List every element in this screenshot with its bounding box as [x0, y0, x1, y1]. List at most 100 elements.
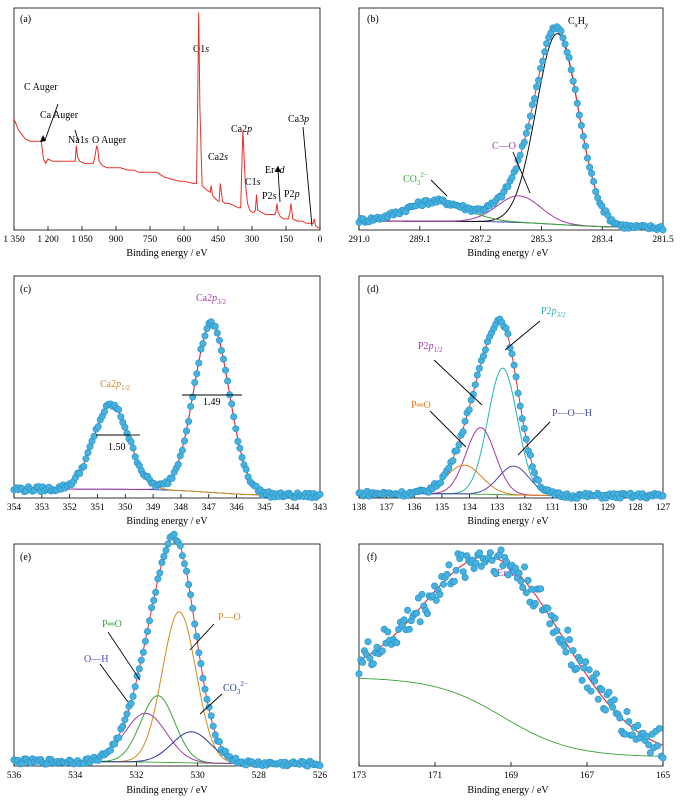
- x-tick-label: 349: [146, 503, 161, 513]
- data-point: [181, 437, 189, 445]
- data-point: [197, 660, 205, 668]
- peak-label-ca3p: Ca3p: [288, 114, 309, 125]
- data-point: [616, 714, 624, 722]
- arrow-p-o: [189, 623, 215, 651]
- data-point: [217, 346, 225, 354]
- data-point: [510, 361, 518, 369]
- data-point: [569, 647, 577, 655]
- data-point: [170, 530, 178, 538]
- data-point: [522, 129, 530, 137]
- data-point: [517, 577, 525, 585]
- data-point: [601, 706, 609, 714]
- data-point: [605, 688, 613, 696]
- data-point: [215, 336, 223, 344]
- x-tick-label: 536: [7, 771, 22, 781]
- data-point: [578, 676, 586, 684]
- data-point: [514, 389, 522, 397]
- data-point: [185, 580, 193, 588]
- data-point: [481, 346, 489, 354]
- data-point: [160, 552, 168, 560]
- data-point: [557, 27, 565, 35]
- peak-label-p2p32: P2p3/2: [541, 306, 566, 319]
- data-point: [634, 721, 642, 729]
- data-point: [551, 614, 559, 622]
- x-tick-label: 0: [318, 235, 323, 245]
- data-point: [553, 627, 561, 635]
- peak-label-o-h: O—H: [84, 654, 108, 665]
- data-point: [232, 425, 240, 433]
- peak-label-ca2p32: Ca2p3/2: [196, 293, 227, 306]
- data-point: [530, 95, 538, 103]
- data-point: [541, 48, 549, 56]
- data-point: [119, 722, 127, 730]
- data-point: [530, 469, 538, 477]
- data-point: [512, 165, 520, 173]
- fwhm-label-ca2p32: 1.49: [203, 397, 221, 408]
- x-tick-label: 532: [129, 771, 144, 781]
- data-point: [152, 588, 160, 596]
- data-point: [561, 40, 569, 48]
- panel-b-c1s: (b) Binding energy / eV CxHy C—O CO32− 2…: [348, 7, 674, 259]
- data-point: [418, 590, 426, 598]
- x-tick-label: 345: [257, 503, 272, 513]
- data-point: [558, 636, 566, 644]
- arrow-p2p12: [433, 359, 483, 406]
- plot-frame: [13, 275, 321, 499]
- data-point: [131, 683, 139, 691]
- arrow-p-double-o: [107, 631, 141, 681]
- x-tick-label: 167: [580, 771, 595, 781]
- data-point: [562, 648, 570, 656]
- data-point: [369, 660, 377, 668]
- x-tick-label: 534: [68, 771, 83, 781]
- data-point: [146, 617, 154, 625]
- data-point: [559, 34, 567, 42]
- data-point: [148, 604, 156, 612]
- data-point: [359, 658, 367, 666]
- data-point: [187, 402, 195, 410]
- data-point: [384, 628, 392, 636]
- peak-label-p2p: P2p: [284, 189, 300, 200]
- arrow-co3: [199, 693, 223, 715]
- peak-label-p-o: P—O: [218, 612, 241, 623]
- data-point: [127, 699, 135, 707]
- x-tick-label: 351: [90, 503, 105, 513]
- data-point: [242, 465, 250, 473]
- arrow-head-er4d: [275, 166, 281, 172]
- data-point: [569, 77, 577, 85]
- data-point: [655, 724, 663, 732]
- data-point: [183, 427, 191, 435]
- data-point: [582, 658, 590, 666]
- data-point: [565, 53, 573, 61]
- data-point: [504, 330, 512, 338]
- data-point: [201, 332, 209, 340]
- data-point: [591, 677, 599, 685]
- data-point: [528, 101, 536, 109]
- x-axis-label: Binding energy / eV: [467, 785, 549, 796]
- data-point: [162, 546, 170, 554]
- data-point: [115, 406, 123, 414]
- data-point: [515, 569, 523, 577]
- data-point: [224, 377, 232, 385]
- data-point: [522, 589, 530, 597]
- data-point: [543, 40, 551, 48]
- arrow-o-h: [99, 663, 129, 703]
- panel-e-o1s: (e) Binding energy / eV P—O P═O O—H CO32…: [7, 530, 327, 796]
- x-tick-label: 750: [143, 235, 158, 245]
- peak-label-c-o: C—O: [492, 141, 516, 152]
- data-point: [575, 111, 583, 119]
- peak-label-ca2p: Ca2p: [231, 124, 252, 135]
- data-point: [141, 637, 149, 645]
- data-point: [567, 66, 575, 74]
- data-point: [82, 455, 90, 463]
- data-point: [479, 352, 487, 360]
- data-point: [205, 703, 213, 711]
- arrow-p-double-o: [429, 410, 467, 448]
- data-point: [121, 716, 129, 724]
- data-point: [587, 687, 595, 695]
- data-point: [524, 576, 532, 584]
- data-point: [471, 381, 479, 389]
- arrow-c-auger: [44, 103, 59, 141]
- data-point: [492, 570, 500, 578]
- x-tick-label: 171: [428, 771, 443, 781]
